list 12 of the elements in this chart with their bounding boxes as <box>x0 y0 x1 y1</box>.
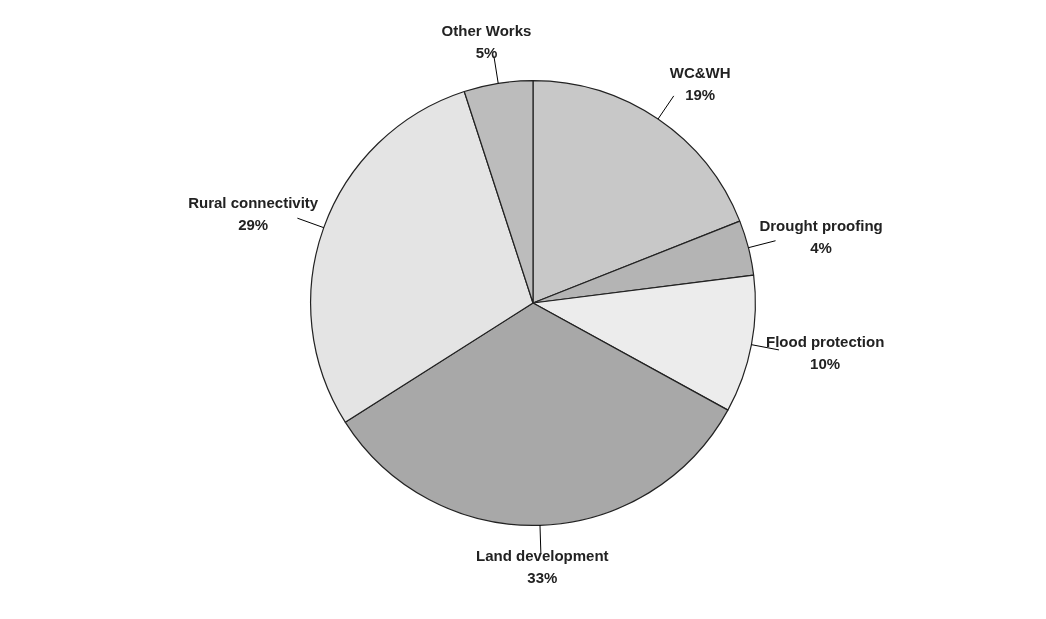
slice-label: WC&WH <box>669 64 731 82</box>
slice-label: Drought proofing <box>759 217 883 235</box>
slice-label: Flood protection <box>765 332 885 350</box>
data-label: 4% <box>810 239 832 257</box>
data-label: 5% <box>475 44 498 61</box>
data-label: 10% <box>810 354 841 372</box>
slice-label: Rural connectivity <box>188 193 319 211</box>
data-label: 29% <box>238 215 269 233</box>
data-label: 33% <box>527 569 558 587</box>
data-label: 19% <box>685 86 716 104</box>
slice-label: Land development <box>476 547 609 565</box>
slice-label: Other Works <box>441 22 532 39</box>
